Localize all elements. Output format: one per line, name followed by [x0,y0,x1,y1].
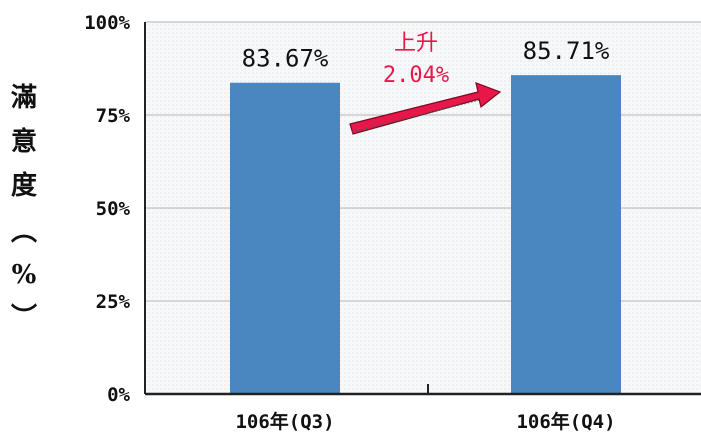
y-tick-label-0: 0% [107,384,130,406]
y-tick-label-2: 50% [96,198,131,220]
annotation-line2: 2.04% [383,63,449,88]
annotation-line1: 上升 [394,31,438,56]
x-tick-label-0: 106年(Q3) [235,410,334,433]
x-tick-label-1: 106年(Q4) [516,410,615,433]
y-tick-labels: 0% 25% 50% 75% 100% [84,12,130,406]
data-label-0: 83.67% [242,45,329,73]
y-axis-label: 滿意度 ︵% ︶ [11,83,37,333]
y-tick-label-3: 75% [96,105,131,127]
y-tick-label-4: 100% [84,12,130,34]
y-label-char-3: ︵ [11,217,37,247]
y-label-char-4: % [12,260,37,290]
y-label-char-1: 意 [11,126,37,157]
bar-0 [230,82,340,395]
increase-arrow [349,82,502,135]
y-tick-label-1: 25% [96,291,131,313]
data-label-1: 85.71% [523,37,610,65]
y-label-char-5: ︶ [11,303,37,333]
bar-1 [511,75,621,394]
y-label-char-0: 滿 [11,83,37,113]
data-labels: 83.67% 85.71% [242,37,610,73]
x-tick-labels: 106年(Q3) 106年(Q4) [235,410,615,433]
y-label-char-2: 度 [11,170,37,201]
bars [230,75,621,395]
